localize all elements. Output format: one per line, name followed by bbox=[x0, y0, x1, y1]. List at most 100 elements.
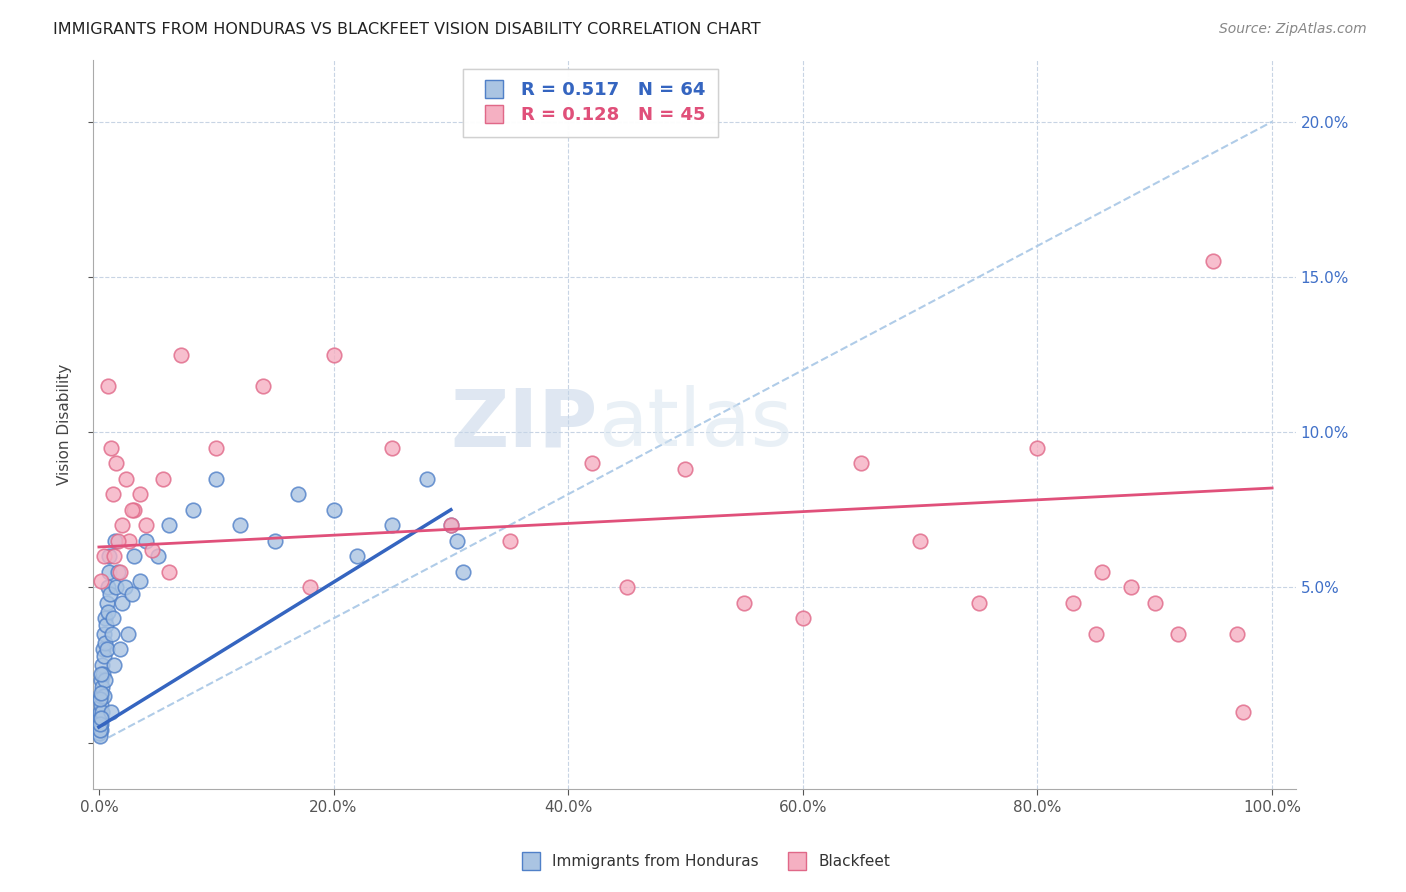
Point bbox=[90, 686, 112, 700]
Point bbox=[252, 378, 274, 392]
Point bbox=[107, 533, 129, 548]
Point bbox=[1062, 596, 1084, 610]
Point bbox=[101, 487, 124, 501]
Point bbox=[89, 711, 111, 725]
Point bbox=[100, 441, 122, 455]
Point bbox=[1121, 580, 1143, 594]
Point bbox=[94, 636, 117, 650]
Point bbox=[89, 717, 111, 731]
Point bbox=[93, 549, 115, 564]
Point bbox=[170, 347, 193, 361]
Point bbox=[1167, 627, 1189, 641]
Point bbox=[117, 627, 139, 641]
Point bbox=[146, 549, 169, 564]
Point bbox=[93, 611, 115, 625]
Point bbox=[91, 657, 114, 672]
Point bbox=[103, 657, 125, 672]
Point bbox=[851, 456, 873, 470]
Point bbox=[416, 472, 439, 486]
Point bbox=[97, 378, 120, 392]
Point bbox=[287, 487, 309, 501]
Point bbox=[121, 502, 143, 516]
Point bbox=[104, 533, 127, 548]
Point bbox=[89, 705, 111, 719]
Point bbox=[792, 611, 814, 625]
Point bbox=[675, 462, 697, 476]
Point bbox=[498, 533, 520, 548]
Point bbox=[381, 441, 404, 455]
Point bbox=[581, 456, 603, 470]
Point bbox=[1091, 565, 1114, 579]
Point bbox=[93, 648, 115, 663]
Point bbox=[89, 730, 111, 744]
Text: ZIP: ZIP bbox=[451, 385, 598, 463]
Point bbox=[141, 543, 163, 558]
Legend: Immigrants from Honduras, Blackfeet: Immigrants from Honduras, Blackfeet bbox=[509, 848, 897, 875]
Point bbox=[89, 720, 111, 734]
Point bbox=[451, 565, 474, 579]
Point bbox=[181, 502, 204, 516]
Point bbox=[616, 580, 638, 594]
Point bbox=[228, 518, 250, 533]
Point bbox=[89, 698, 111, 713]
Point bbox=[91, 705, 114, 719]
Point bbox=[107, 565, 129, 579]
Point bbox=[111, 518, 134, 533]
Point bbox=[322, 347, 344, 361]
Point bbox=[908, 533, 931, 548]
Text: atlas: atlas bbox=[598, 385, 793, 463]
Point bbox=[90, 667, 112, 681]
Point bbox=[1202, 254, 1225, 268]
Point bbox=[346, 549, 368, 564]
Point bbox=[967, 596, 990, 610]
Point bbox=[152, 472, 174, 486]
Legend: R = 0.517   N = 64, R = 0.128   N = 45: R = 0.517 N = 64, R = 0.128 N = 45 bbox=[463, 69, 717, 137]
Point bbox=[157, 565, 180, 579]
Point bbox=[1143, 596, 1166, 610]
Point bbox=[93, 689, 115, 703]
Point bbox=[114, 580, 136, 594]
Point bbox=[94, 673, 117, 688]
Point bbox=[97, 580, 120, 594]
Point bbox=[263, 533, 285, 548]
Point bbox=[121, 586, 143, 600]
Point bbox=[129, 574, 152, 589]
Point bbox=[440, 518, 463, 533]
Point bbox=[90, 717, 112, 731]
Point bbox=[103, 549, 125, 564]
Point bbox=[108, 565, 131, 579]
Point bbox=[105, 456, 128, 470]
Point bbox=[440, 518, 463, 533]
Point bbox=[96, 642, 118, 657]
Point bbox=[89, 723, 111, 738]
Y-axis label: Vision Disability: Vision Disability bbox=[58, 364, 72, 485]
Point bbox=[101, 611, 124, 625]
Point bbox=[97, 549, 120, 564]
Point bbox=[90, 723, 112, 738]
Point bbox=[446, 533, 468, 548]
Point bbox=[322, 502, 344, 516]
Point bbox=[94, 617, 117, 632]
Point bbox=[105, 580, 128, 594]
Point bbox=[135, 533, 157, 548]
Point bbox=[205, 441, 228, 455]
Point bbox=[115, 472, 138, 486]
Point bbox=[98, 586, 121, 600]
Point bbox=[90, 673, 112, 688]
Text: Source: ZipAtlas.com: Source: ZipAtlas.com bbox=[1219, 22, 1367, 37]
Point bbox=[101, 627, 124, 641]
Text: IMMIGRANTS FROM HONDURAS VS BLACKFEET VISION DISABILITY CORRELATION CHART: IMMIGRANTS FROM HONDURAS VS BLACKFEET VI… bbox=[53, 22, 761, 37]
Point bbox=[1026, 441, 1049, 455]
Point bbox=[157, 518, 180, 533]
Point bbox=[299, 580, 322, 594]
Point bbox=[1226, 627, 1249, 641]
Point bbox=[129, 487, 152, 501]
Point bbox=[98, 565, 121, 579]
Point bbox=[90, 689, 112, 703]
Point bbox=[89, 692, 111, 706]
Point bbox=[91, 667, 114, 681]
Point bbox=[122, 549, 145, 564]
Point bbox=[90, 574, 112, 589]
Point bbox=[1232, 705, 1254, 719]
Point bbox=[122, 502, 145, 516]
